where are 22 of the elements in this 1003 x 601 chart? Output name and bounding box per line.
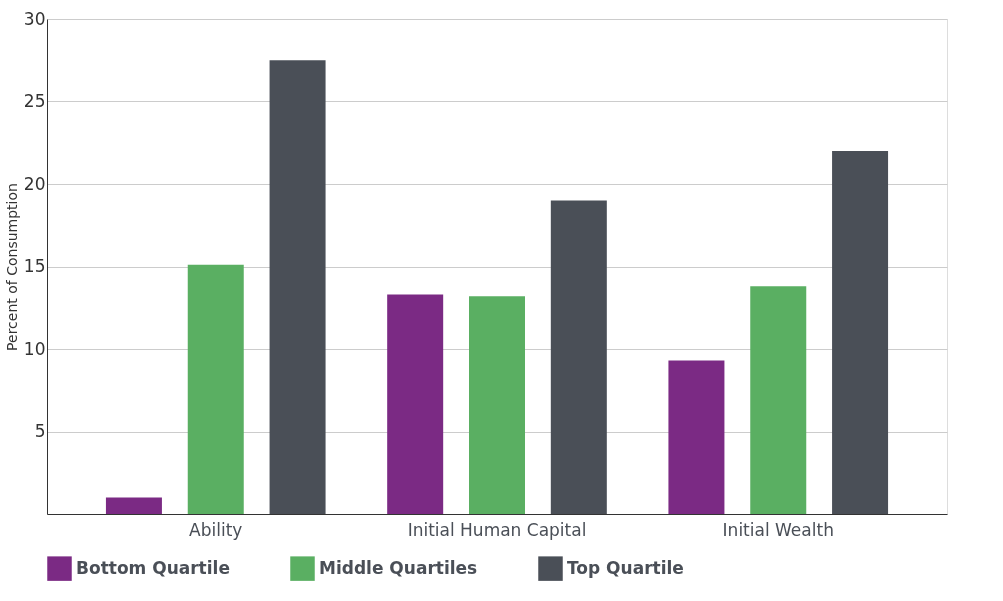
bar <box>832 151 889 514</box>
x-tick-label: Initial Human Capital <box>407 519 587 540</box>
x-tick-label: Ability <box>189 519 243 540</box>
legend-label: Top Quartile <box>567 557 684 578</box>
bar <box>550 200 607 514</box>
bar <box>269 60 326 514</box>
x-tick-label: Initial Wealth <box>722 519 834 540</box>
y-tick-label: 15 <box>23 256 46 276</box>
bar <box>750 286 807 514</box>
y-tick-label: 25 <box>23 91 46 111</box>
y-tick-label: 20 <box>23 173 46 194</box>
legend-label: Bottom Quartile <box>76 557 230 578</box>
bar <box>105 497 162 514</box>
y-tick-label: 10 <box>23 338 46 359</box>
bar <box>187 264 244 514</box>
legend-label: Middle Quartiles <box>319 557 478 578</box>
y-tick-label: 30 <box>23 8 46 29</box>
y-tick-label: 5 <box>34 421 46 441</box>
bar <box>469 296 525 514</box>
bar <box>387 294 444 514</box>
y-axis-title: Percent of Consumption <box>3 183 20 351</box>
bar <box>668 360 725 514</box>
